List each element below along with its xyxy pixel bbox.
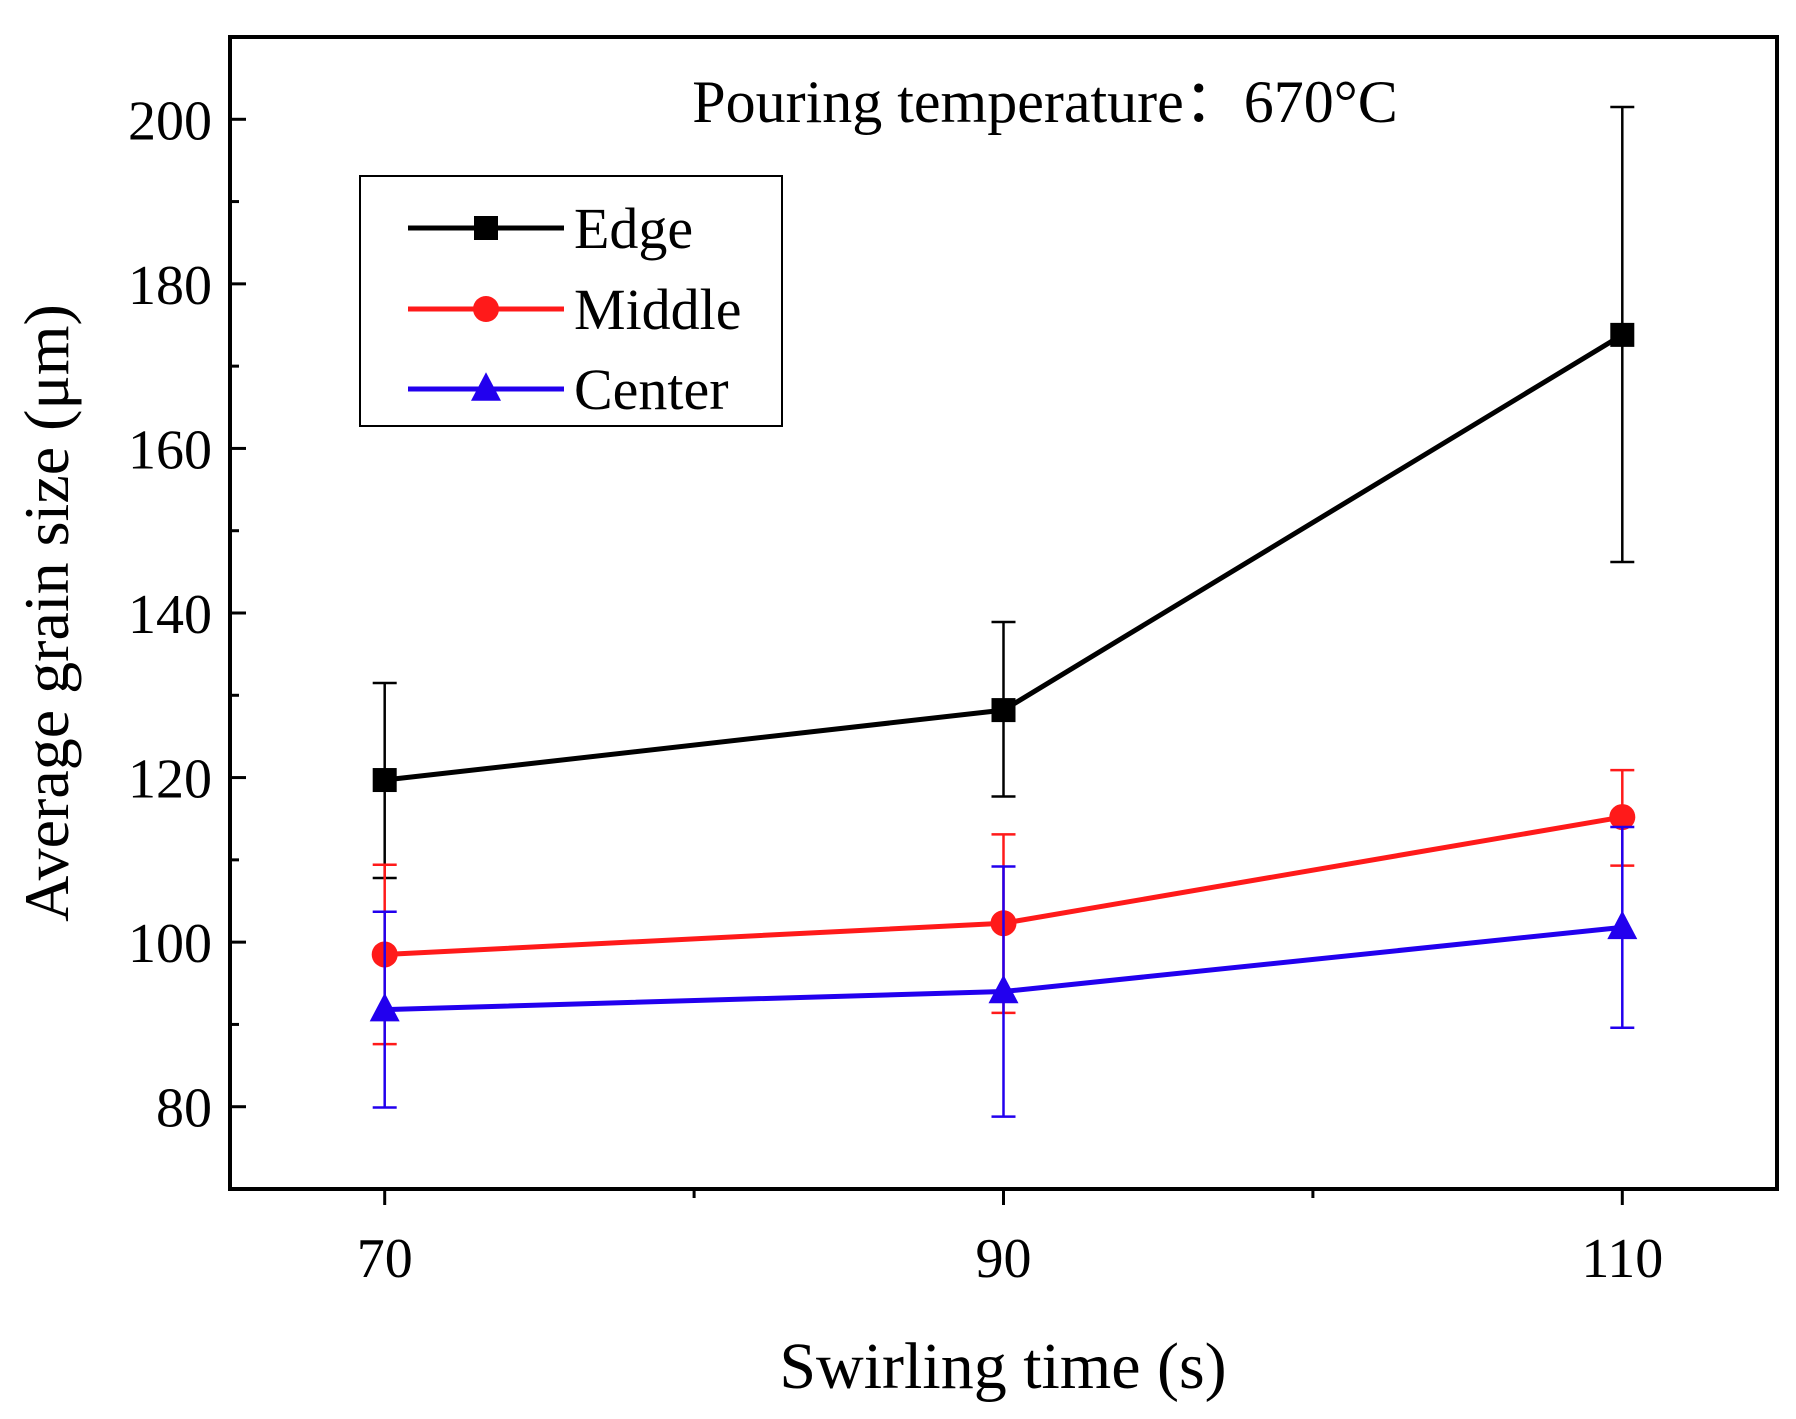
y-tick-label: 160 (128, 419, 212, 481)
legend-item-middle: Middle (408, 277, 742, 342)
data-point (372, 768, 397, 793)
legend-label: Edge (574, 196, 693, 261)
data-point (1607, 910, 1638, 940)
data-point (991, 698, 1016, 723)
legend-item-edge: Edge (408, 196, 693, 261)
y-axis-label: Average grain size (μm) (11, 304, 82, 922)
legend-marker (471, 372, 501, 401)
x-tick-label: 70 (357, 1228, 413, 1290)
legend-marker (474, 216, 498, 240)
legend-box (359, 175, 783, 427)
series-center (369, 825, 1638, 1118)
x-tick-label: 110 (1581, 1228, 1663, 1290)
legend: Edge Middle Center (359, 175, 783, 427)
legend-label: Center (574, 357, 729, 422)
chart-annotation: Pouring temperature：670°C (692, 69, 1398, 135)
y-tick-label: 140 (128, 584, 212, 646)
data-point (988, 974, 1019, 1004)
y-tick-label: 120 (128, 749, 212, 811)
legend-label: Middle (574, 277, 742, 342)
series-layer (369, 105, 1638, 1118)
x-axis-label: Swirling time (s) (779, 1330, 1226, 1403)
legend-marker (473, 296, 499, 322)
x-tick-label: 90 (976, 1228, 1032, 1290)
data-point (1610, 322, 1635, 347)
y-tick-label: 180 (128, 255, 212, 317)
data-point (1609, 804, 1636, 831)
series-edge (372, 105, 1635, 880)
y-tick-label: 100 (128, 913, 212, 975)
data-point (369, 992, 400, 1022)
y-tick-label: 200 (128, 90, 212, 152)
legend-item-center: Center (408, 357, 729, 422)
y-tick-label: 80 (156, 1078, 212, 1140)
axis-layer: 80 100 120 140 160 180 200 70 90 110 (128, 35, 1663, 1290)
